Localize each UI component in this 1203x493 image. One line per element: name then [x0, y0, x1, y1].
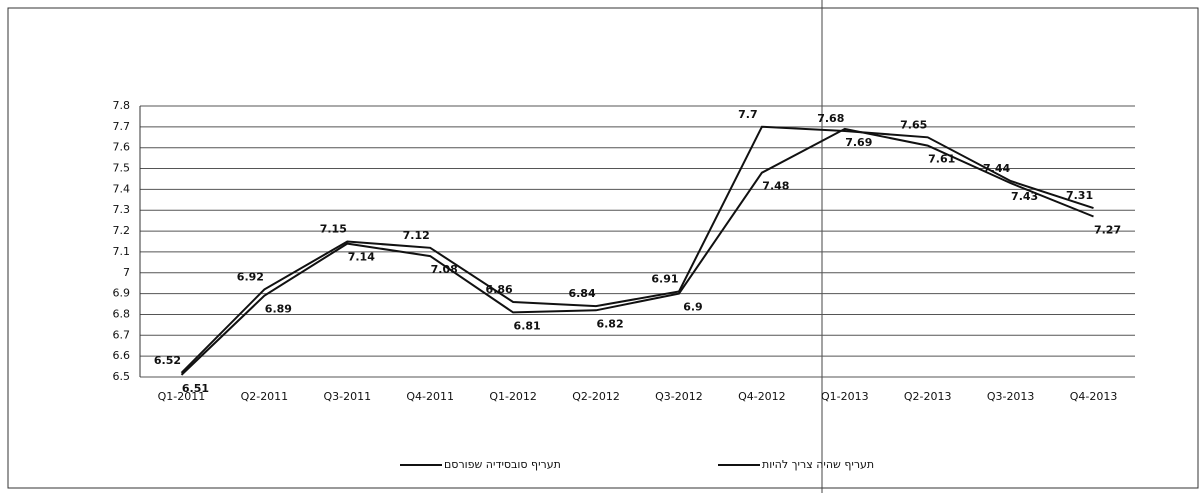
data-label: 7.31	[1066, 189, 1093, 202]
data-label: 7.7	[738, 108, 758, 121]
x-tick-label: Q3-2013	[987, 390, 1035, 403]
x-tick-label: Q4-2013	[1070, 390, 1118, 403]
data-label: 6.84	[568, 287, 595, 300]
data-label: 7.44	[983, 162, 1010, 175]
data-label: 7.15	[320, 223, 347, 236]
y-tick-label: 7.7	[113, 120, 131, 133]
data-label: 7.61	[928, 153, 955, 166]
data-label: 7.48	[762, 180, 789, 193]
data-label: 7.14	[348, 251, 375, 264]
data-label: 6.82	[596, 317, 623, 330]
y-tick-label: 7.5	[113, 162, 131, 175]
x-tick-label: Q2-2012	[572, 390, 620, 403]
data-label: 6.9	[683, 301, 703, 314]
x-tick-label: Q1-2012	[489, 390, 537, 403]
data-label: 7.12	[403, 229, 430, 242]
y-tick-label: 6.7	[113, 328, 131, 341]
y-tick-label: 7.1	[113, 245, 131, 258]
y-tick-label: 7.8	[113, 99, 131, 112]
data-label: 6.52	[154, 354, 181, 367]
y-tick-label: 7.3	[113, 203, 131, 216]
x-tick-label: Q2-2011	[241, 390, 289, 403]
x-tick-label: Q4-2011	[406, 390, 454, 403]
y-tick-label: 7.6	[113, 141, 131, 154]
data-label: 7.65	[900, 118, 927, 131]
data-label: 6.89	[265, 303, 292, 316]
data-label: 7.08	[431, 263, 458, 276]
data-label: 6.86	[486, 283, 513, 296]
y-tick-label: 7.4	[113, 182, 131, 195]
y-tick-label: 6.8	[113, 307, 131, 320]
data-label: 7.27	[1094, 223, 1121, 236]
series-line	[180, 127, 1094, 376]
y-tick-label: 7.2	[113, 224, 131, 237]
x-tick-label: Q3-2012	[655, 390, 703, 403]
data-label: 6.51	[182, 382, 209, 395]
legend-label: תעריף סובסידיה שפורסם	[444, 458, 561, 471]
y-tick-label: 7	[123, 266, 130, 279]
y-tick-label: 6.9	[113, 287, 131, 300]
data-label: 7.69	[845, 136, 872, 149]
data-label: 6.91	[651, 273, 678, 286]
y-tick-label: 6.6	[113, 349, 131, 362]
data-label: 6.81	[514, 319, 541, 332]
x-tick-label: Q1-2011	[158, 390, 206, 403]
data-label: 7.43	[1011, 190, 1038, 203]
data-label: 7.68	[817, 112, 844, 125]
x-tick-label: Q2-2013	[904, 390, 952, 403]
series-line	[180, 125, 1094, 374]
x-tick-label: Q4-2012	[738, 390, 786, 403]
y-tick-label: 6.5	[113, 370, 131, 383]
frame	[7, 7, 1199, 489]
x-tick-label: Q3-2011	[323, 390, 371, 403]
x-tick-label: Q1-2013	[821, 390, 869, 403]
data-label: 6.92	[237, 270, 264, 283]
legend-label: תעריף שהיה צריך להיות	[762, 458, 874, 471]
